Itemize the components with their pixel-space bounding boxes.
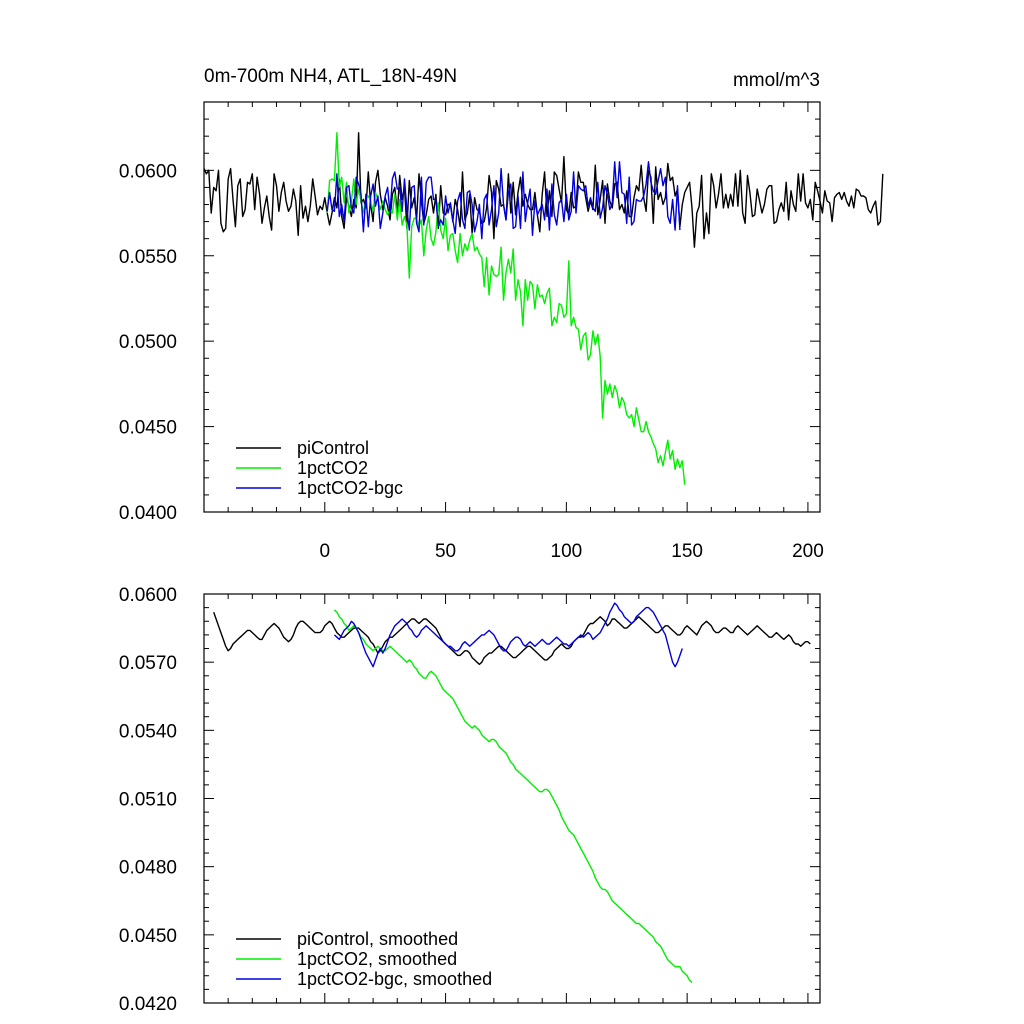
- top-x-tick-label: 0: [319, 541, 330, 562]
- chart-title: 0m-700m NH4, ATL_18N-49N: [204, 66, 457, 87]
- bottom-y-tick-label: 0.0420: [119, 994, 177, 1015]
- bottom-series-line: [213, 611, 811, 666]
- bottom-legend-label: 1pctCO2-bgc, smoothed: [297, 969, 492, 989]
- top-y-tick-label: 0.0550: [119, 247, 177, 268]
- top-y-tick-label: 0.0450: [119, 418, 177, 439]
- top-legend-label: 1pctCO2-bgc: [297, 478, 403, 498]
- top-series-line: [326, 161, 681, 240]
- bottom-y-tick-label: 0.0480: [119, 858, 177, 879]
- top-legend-label: piControl: [297, 438, 369, 458]
- top-series-line: [326, 132, 686, 485]
- bottom-series-line: [333, 602, 683, 668]
- top-panel: 0 50 100 150 200 0.0400 0.0450 0.0500 0.0550 0.06…: [119, 101, 884, 562]
- top-legend-label: 1pctCO2: [297, 458, 368, 478]
- bottom-panel: 0.0420 0.0450 0.0480 0.0510 0.0540 0.0570 0.06…: [119, 585, 821, 1015]
- top-y-tick-label: 0.0500: [119, 332, 177, 353]
- units-label: mmol/m^3: [733, 70, 820, 91]
- bottom-y-tick-label: 0.0600: [119, 585, 177, 606]
- top-y-tick-label: 0.0600: [119, 161, 177, 182]
- top-x-tick-label: 100: [551, 541, 583, 562]
- top-y-tick-label: 0.0400: [119, 503, 177, 524]
- bottom-legend-label: 1pctCO2, smoothed: [297, 949, 457, 969]
- bottom-y-tick-label: 0.0450: [119, 926, 177, 947]
- bottom-y-tick-label: 0.0570: [119, 653, 177, 674]
- top-x-tick-label: 150: [671, 541, 703, 562]
- bottom-y-tick-label: 0.0540: [119, 721, 177, 742]
- bottom-series-line: [333, 609, 693, 984]
- top-x-tick-label: 50: [435, 541, 456, 562]
- top-series-line: [203, 132, 884, 248]
- bottom-y-tick-label: 0.0510: [119, 790, 177, 811]
- top-x-tick-label: 200: [792, 541, 824, 562]
- bottom-legend-label: piControl, smoothed: [297, 929, 458, 949]
